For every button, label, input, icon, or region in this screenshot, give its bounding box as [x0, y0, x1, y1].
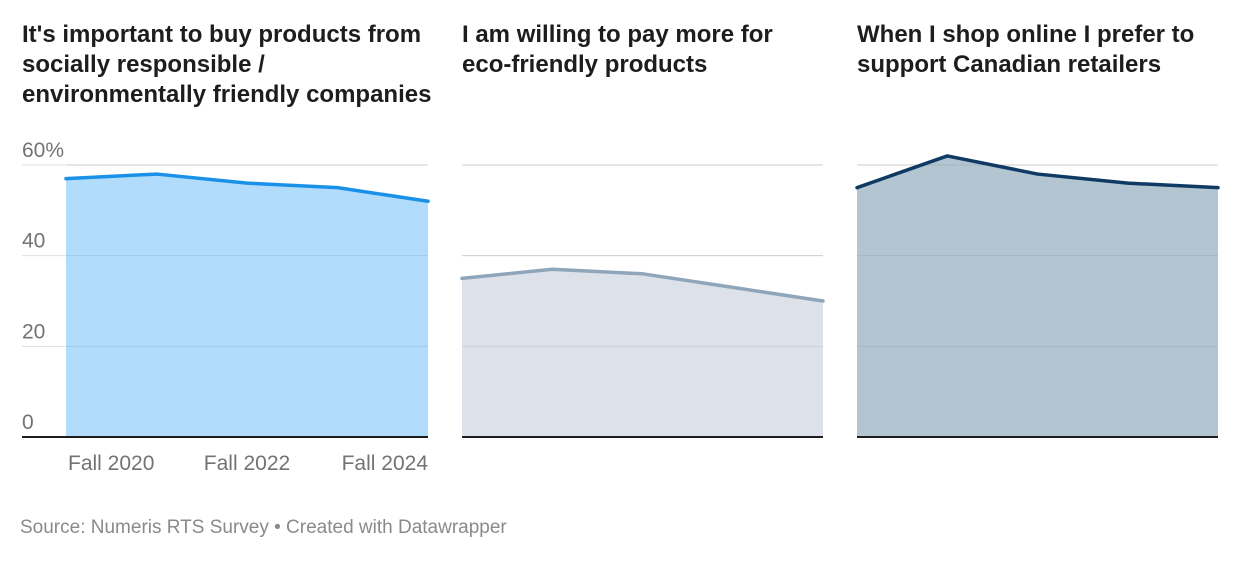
panel-title-social-responsibility: It's important to buy products from soci… — [22, 21, 432, 108]
series-line-0 — [64, 172, 430, 204]
area-fill-2 — [857, 155, 1218, 437]
x-tick-label: Fall 2024 — [342, 452, 429, 475]
y-tick-label: 60% — [22, 139, 64, 162]
source-note: Source: Numeris RTS Survey • Created wit… — [20, 517, 507, 538]
y-tick-label: 0 — [22, 411, 34, 434]
series-line-2 — [855, 154, 1220, 190]
x-tick-label: Fall 2020 — [68, 452, 154, 475]
x-tick-label: Fall 2022 — [204, 452, 290, 475]
area-fill-1 — [462, 269, 823, 437]
area-fill-0 — [66, 174, 428, 438]
y-tick-label: 40 — [22, 230, 45, 253]
series-line-1 — [460, 267, 825, 303]
panel-title-eco-friendly: I am willing to pay more for eco-friendl… — [462, 21, 773, 78]
y-tick-label: 20 — [22, 320, 45, 343]
panel-title-canadian-retailers: When I shop online I prefer to support C… — [857, 21, 1195, 78]
